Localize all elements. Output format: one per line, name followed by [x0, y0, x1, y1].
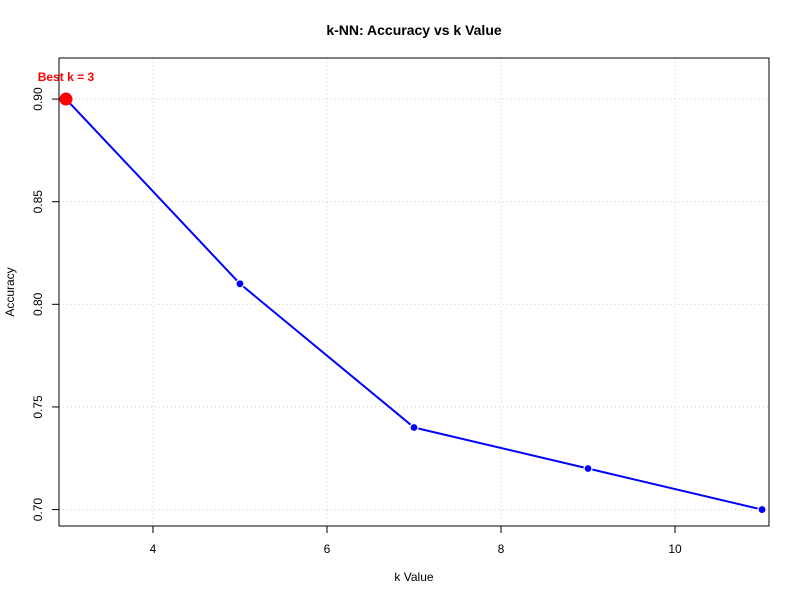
y-tick-label: 0.75	[31, 395, 45, 419]
grid-layer	[59, 58, 769, 526]
data-point	[235, 279, 245, 289]
x-tick-label: 4	[150, 542, 157, 556]
x-axis-label: k Value	[394, 570, 433, 584]
plot-frame	[58, 57, 770, 527]
best-point-marker	[59, 92, 73, 106]
series-line-0	[65, 98, 763, 511]
y-tick-label: 0.85	[31, 190, 45, 214]
data-point	[757, 504, 767, 515]
axes-layer: 4 6 8 10 0.70 0.75 0.80 0.85 0.90	[31, 57, 770, 556]
x-tick-label: 10	[668, 542, 682, 556]
y-tick-label: 0.90	[31, 87, 45, 111]
data-point	[409, 422, 419, 433]
x-tick-label: 8	[498, 542, 505, 556]
y-tick-label: 0.70	[31, 498, 45, 522]
data-layer: Best k = 3	[38, 70, 767, 515]
data-point	[583, 463, 593, 474]
x-tick-label: 6	[324, 542, 331, 556]
y-tick-label: 0.80	[31, 292, 45, 316]
best-k-annotation: Best k = 3	[38, 70, 95, 84]
chart-title: k-NN: Accuracy vs k Value	[326, 22, 502, 38]
y-axis-label: Accuracy	[3, 267, 17, 316]
